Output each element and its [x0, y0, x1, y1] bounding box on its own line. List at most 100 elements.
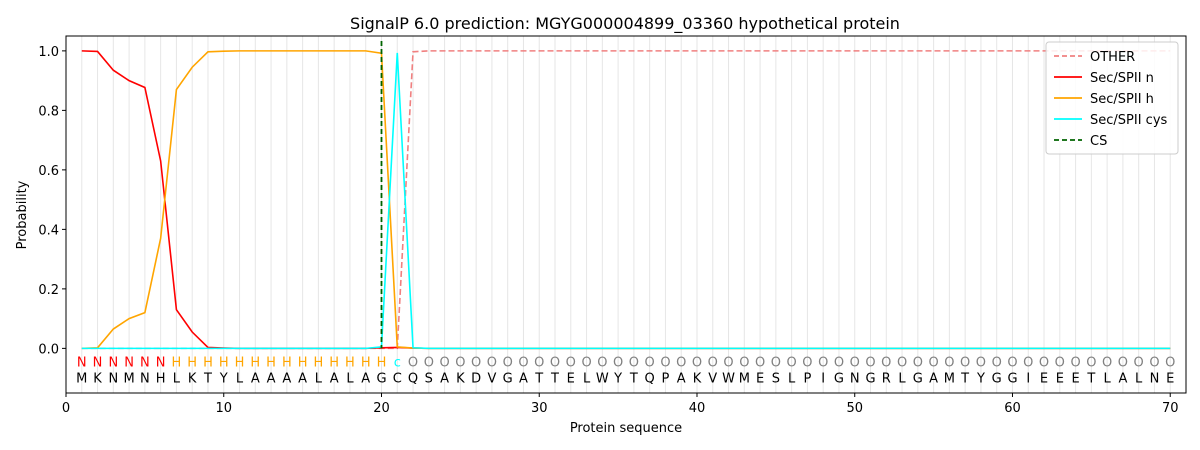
sequence-letter: A [1118, 371, 1127, 386]
class-label: N [140, 355, 150, 370]
class-label: N [93, 355, 103, 370]
class-label: H [172, 355, 182, 370]
sequence-letter: N [850, 371, 860, 386]
sequence-letter: T [1086, 371, 1095, 386]
sequence-letter: G [865, 371, 875, 386]
sequence-letter: G [1007, 371, 1017, 386]
class-label: N [108, 355, 118, 370]
class-label: O [802, 355, 812, 370]
class-label: O [1118, 355, 1128, 370]
class-label: N [156, 355, 166, 370]
sequence-letter: G [992, 371, 1002, 386]
sequence-letter: W [596, 371, 609, 386]
sequence-letter: S [425, 371, 433, 386]
sequence-letter: Y [219, 371, 228, 386]
class-label: O [566, 355, 576, 370]
sequence-letter: Q [645, 371, 655, 386]
class-label: O [928, 355, 938, 370]
class-label: O [455, 355, 465, 370]
class-label: O [1149, 355, 1159, 370]
sequence-letter: A [519, 371, 528, 386]
class-label: O [755, 355, 765, 370]
sequence-letter: E [1056, 371, 1064, 386]
sequence-letter: V [708, 371, 717, 386]
class-label: H [219, 355, 229, 370]
x-tick-label: 20 [373, 401, 390, 416]
class-label: O [1039, 355, 1049, 370]
legend-label: Sec/SPII cys [1090, 113, 1168, 128]
plot-area [81, 41, 1171, 350]
class-label: O [850, 355, 860, 370]
sequence-letter: W [722, 371, 735, 386]
x-tick-label: 40 [689, 401, 706, 416]
class-label: O [834, 355, 844, 370]
class-label: O [629, 355, 639, 370]
class-label: O [708, 355, 718, 370]
class-label: O [1086, 355, 1096, 370]
class-label: O [913, 355, 923, 370]
sequence-letter: L [1104, 371, 1112, 386]
class-label: O [518, 355, 528, 370]
sequence-letter: R [882, 371, 891, 386]
series-line [81, 50, 1171, 350]
class-label: H [266, 355, 276, 370]
sequence-letter: C [393, 371, 402, 386]
plot-frame [65, 35, 1187, 394]
legend-box [1045, 41, 1179, 155]
class-label: O [645, 355, 655, 370]
sequence-letter: L [898, 371, 906, 386]
class-label: O [534, 355, 544, 370]
x-tick-label: 0 [62, 401, 70, 416]
sequence-letter: M [123, 371, 134, 386]
class-label: O [676, 355, 686, 370]
class-label: H [377, 355, 387, 370]
class-label: O [581, 355, 591, 370]
sequence-letter: G [834, 371, 844, 386]
class-label: H [187, 355, 197, 370]
sequence-letter: L [315, 371, 323, 386]
sequence-letter: E [1166, 371, 1174, 386]
sequence-letter: E [1071, 371, 1079, 386]
sequence-letter: P [662, 371, 670, 386]
class-label: O [992, 355, 1002, 370]
class-label: O [1055, 355, 1065, 370]
sequence-letters: NMNKNNNMNNNHHLHKHTHYHLHAHAHAHAHLHAHLHAHG… [76, 355, 1175, 386]
class-label: O [771, 355, 781, 370]
class-label: H [250, 355, 260, 370]
sequence-letter: A [330, 371, 339, 386]
series-line [81, 52, 1171, 350]
class-label: O [944, 355, 954, 370]
x-tick-label: 10 [215, 401, 232, 416]
legend: OTHER Sec/SPII n Sec/SPII h Sec/SPII cys CS [1045, 41, 1179, 155]
sequence-letter: P [803, 371, 811, 386]
sequence-letter: L [788, 371, 796, 386]
sequence-letter: T [550, 371, 559, 386]
class-label: O [818, 355, 828, 370]
class-label: O [723, 355, 733, 370]
sequence-letter: M [944, 371, 955, 386]
series-line [81, 50, 1171, 350]
sequence-letter: Y [976, 371, 985, 386]
x-tick-label: 50 [846, 401, 863, 416]
sequence-letter: L [1135, 371, 1143, 386]
class-label: N [77, 355, 87, 370]
sequence-letter: S [772, 371, 780, 386]
y-tick-label: 0.4 [38, 223, 59, 238]
class-label: O [1007, 355, 1017, 370]
x-axis: 0 10 20 30 40 50 60 70 [62, 393, 1178, 416]
sequence-letter: Y [613, 371, 622, 386]
class-label: O [787, 355, 797, 370]
class-label: O [660, 355, 670, 370]
x-axis-label: Protein sequence [570, 421, 682, 436]
legend-label: Sec/SPII n [1090, 71, 1154, 86]
sequence-letter: M [739, 371, 750, 386]
sequence-letter: V [487, 371, 496, 386]
sequence-letter: I [821, 371, 825, 386]
x-tick-label: 30 [531, 401, 548, 416]
x-tick-label: 60 [1004, 401, 1021, 416]
sequence-letter: A [440, 371, 449, 386]
class-label: O [881, 355, 891, 370]
sequence-letter: E [756, 371, 764, 386]
class-label: N [124, 355, 134, 370]
class-label: O [960, 355, 970, 370]
